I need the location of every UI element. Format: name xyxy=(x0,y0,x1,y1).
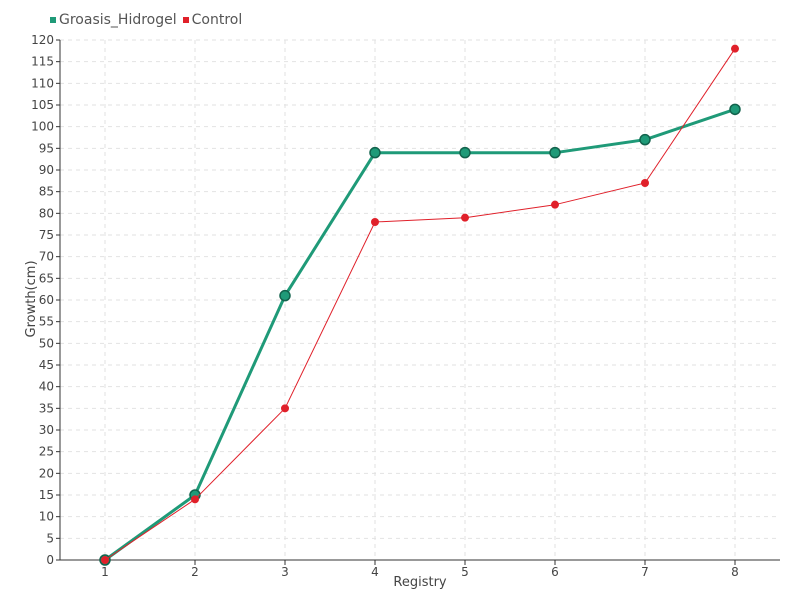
y-axis-title: Growth(cm) xyxy=(24,260,39,337)
data-point-groasis-hidrogel xyxy=(459,146,471,159)
data-point-control xyxy=(641,179,649,187)
series-group xyxy=(99,44,741,566)
y-tick-label: 35 xyxy=(39,401,54,415)
y-tick-label: 15 xyxy=(39,488,54,502)
x-axis-title: Registry xyxy=(393,575,447,590)
y-tick-label: 50 xyxy=(39,336,54,350)
legend: Groasis_Hidrogel Control xyxy=(50,12,248,28)
data-point-groasis-hidrogel xyxy=(549,146,561,159)
data-point-control xyxy=(461,213,469,222)
y-tick-label: 80 xyxy=(39,206,54,220)
y-tick-label: 5 xyxy=(46,531,54,545)
x-tick-label: 6 xyxy=(551,565,559,579)
y-tick-label: 70 xyxy=(39,250,54,264)
legend-swatch-control xyxy=(182,17,189,23)
legend-item-control[interactable]: Control xyxy=(182,12,243,28)
series-line-control xyxy=(104,48,736,561)
y-tick-label: 105 xyxy=(31,98,54,112)
y-tick-label: 20 xyxy=(39,466,54,480)
x-tick-label: 1 xyxy=(101,565,109,579)
y-tick-label: 90 xyxy=(39,163,54,177)
data-point-control xyxy=(371,218,379,226)
x-tick-label: 8 xyxy=(731,565,739,579)
x-tick-label: 2 xyxy=(191,565,199,579)
y-tick-label: 60 xyxy=(39,293,54,307)
grid xyxy=(60,39,780,560)
data-point-groasis-hidrogel xyxy=(369,146,381,159)
legend-label-control: Control xyxy=(191,12,243,28)
y-tick-label: 25 xyxy=(39,445,54,459)
y-tick-label: 45 xyxy=(39,358,54,372)
legend-swatch-groasis-hidrogel xyxy=(50,17,56,23)
x-tick-label: 4 xyxy=(371,565,379,579)
data-point-control xyxy=(101,556,109,564)
y-tick-label: 120 xyxy=(31,33,54,47)
y-tick-label: 85 xyxy=(39,185,54,199)
y-tick-label: 115 xyxy=(31,55,54,69)
y-tick-label: 55 xyxy=(39,315,54,329)
y-tick-label: 30 xyxy=(39,423,54,437)
y-tick-label: 10 xyxy=(39,510,54,524)
data-point-groasis-hidrogel xyxy=(279,289,291,302)
x-tick-label: 5 xyxy=(461,565,469,579)
y-tick-label: 0 xyxy=(46,553,54,567)
data-point-groasis-hidrogel xyxy=(639,133,651,146)
x-tick-label: 7 xyxy=(641,565,649,579)
y-tick-label: 40 xyxy=(39,380,54,394)
data-point-control xyxy=(731,44,739,53)
data-point-control xyxy=(191,495,199,504)
axes: 0510152025303540455055606570758085909510… xyxy=(31,33,780,579)
y-tick-label: 75 xyxy=(39,228,54,242)
y-tick-label: 100 xyxy=(31,120,54,134)
data-point-control xyxy=(551,200,559,209)
y-tick-label: 110 xyxy=(31,76,54,90)
y-tick-label: 95 xyxy=(39,141,54,155)
legend-item-groasis-hidrogel[interactable]: Groasis_Hidrogel xyxy=(50,12,177,28)
data-point-control xyxy=(281,404,289,413)
y-tick-label: 65 xyxy=(39,271,54,285)
legend-label-groasis-hidrogel: Groasis_Hidrogel xyxy=(59,12,177,28)
x-tick-label: 3 xyxy=(281,565,289,579)
series-line-groasis-hidrogel xyxy=(104,107,736,562)
data-point-groasis-hidrogel xyxy=(729,103,741,116)
